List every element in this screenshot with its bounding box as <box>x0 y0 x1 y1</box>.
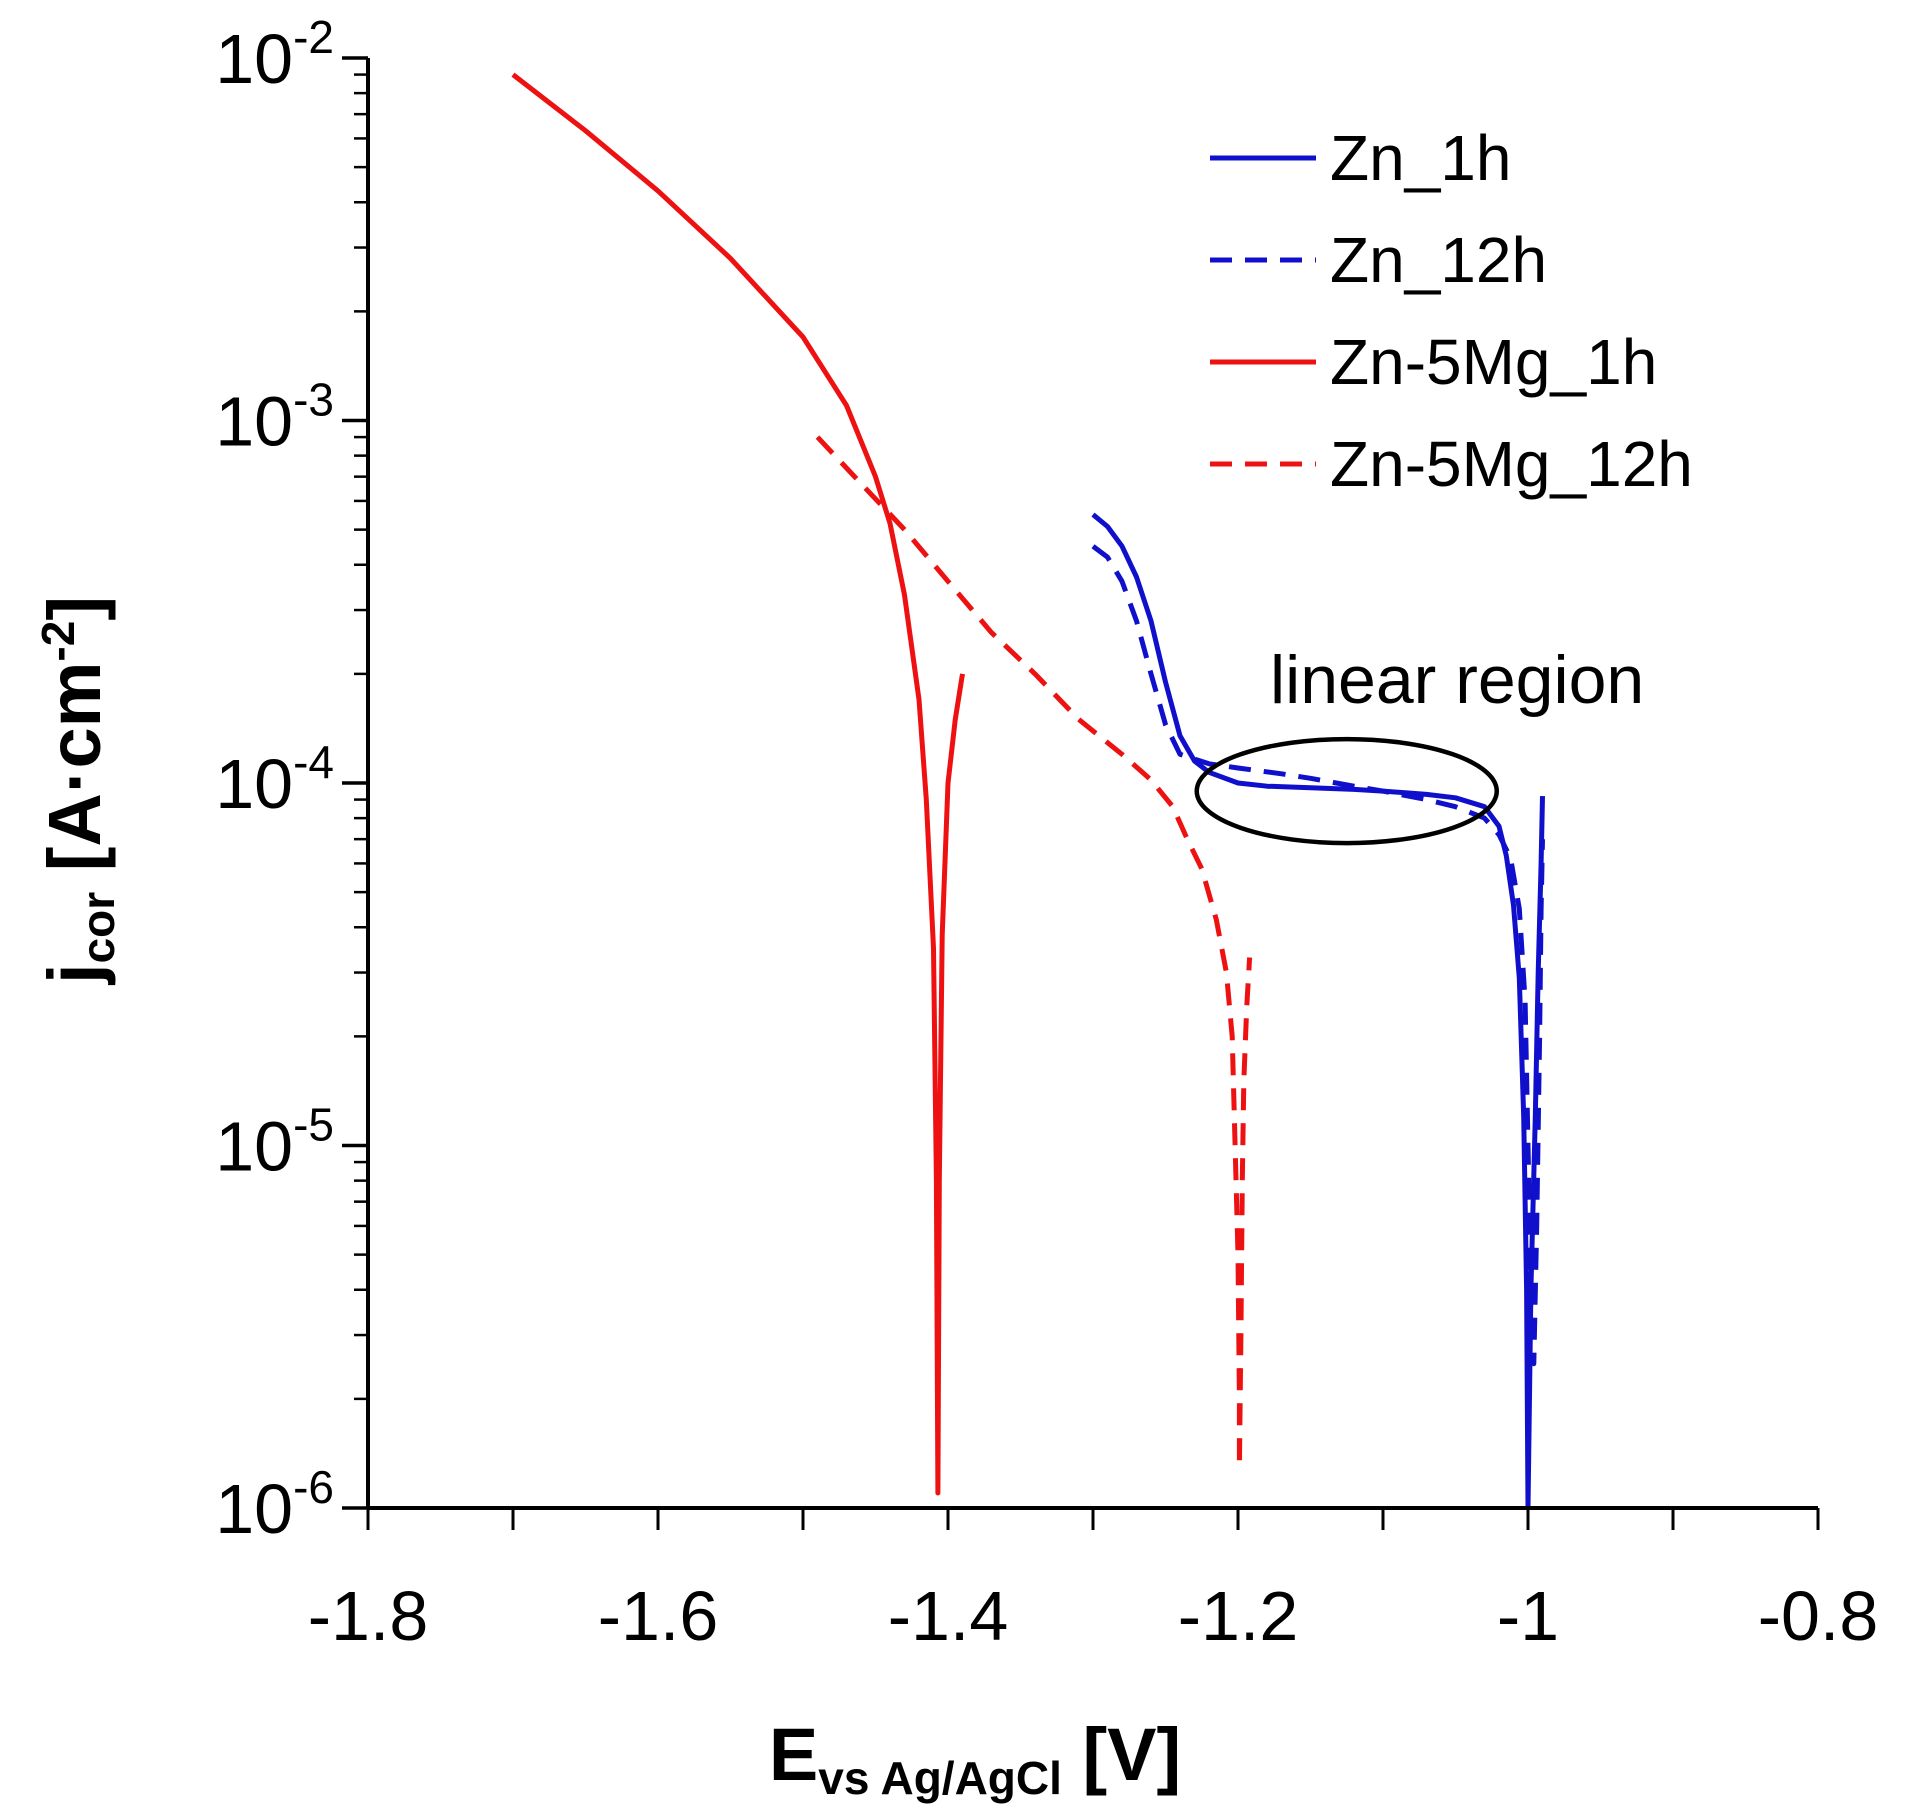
series-line-zn-5mg-12h <box>815 435 1253 1470</box>
y-tick-label: 10-4 <box>215 736 334 823</box>
series-line-zn-1h <box>1091 512 1545 1511</box>
legend-label: Zn_12h <box>1330 224 1547 296</box>
series-line-zn-12h <box>1091 544 1545 1367</box>
y-tick-exponent: -3 <box>293 374 334 426</box>
y-tick-exponent: -5 <box>293 1099 334 1151</box>
y-tick-base: 10 <box>215 383 293 461</box>
legend-label: Zn-5Mg_12h <box>1330 428 1693 500</box>
y-axis-title: jcor [A·cm-2] <box>32 596 124 986</box>
legend: Zn_1h Zn_12h Zn-5Mg_1h Zn-5Mg_12h <box>1210 122 1693 500</box>
y-tick-exponent: -2 <box>293 11 334 63</box>
linear-region-ellipse <box>1194 736 1499 846</box>
y-tick-base: 10 <box>215 20 293 98</box>
linear-region-label: linear region <box>1270 642 1644 718</box>
y-tick-label: 10-5 <box>215 1099 334 1186</box>
x-tick-label: -1.8 <box>308 1577 429 1655</box>
x-tick-label: -1 <box>1497 1577 1559 1655</box>
y-tick-base: 10 <box>215 1470 293 1548</box>
x-tick-label: -1.4 <box>888 1577 1009 1655</box>
axes: 10-210-310-410-510-6-1.8 -1.6 -1.4 -1.2 -1 -0… <box>215 11 1878 1655</box>
x-tick-label: -1.6 <box>598 1577 719 1655</box>
y-tick-exponent: -6 <box>293 1461 334 1513</box>
legend-label: Zn_1h <box>1330 122 1511 194</box>
annotation-layer: linear region <box>1194 642 1644 846</box>
x-tick-label: -1.2 <box>1178 1577 1299 1655</box>
y-tick-base: 10 <box>215 1108 293 1186</box>
y-tick-base: 10 <box>215 745 293 823</box>
series-layer <box>511 72 1545 1511</box>
x-tick-label: -0.8 <box>1758 1577 1879 1655</box>
series-line-zn-5mg-1h <box>511 72 965 1496</box>
y-tick-label: 10-2 <box>215 11 334 98</box>
x-axis-title: Evs Ag/AgCl [V] <box>769 1713 1181 1804</box>
y-tick-label: 10-6 <box>215 1461 334 1548</box>
legend-label: Zn-5Mg_1h <box>1330 326 1657 398</box>
y-tick-label: 10-3 <box>215 374 334 461</box>
y-tick-exponent: -4 <box>293 736 334 788</box>
